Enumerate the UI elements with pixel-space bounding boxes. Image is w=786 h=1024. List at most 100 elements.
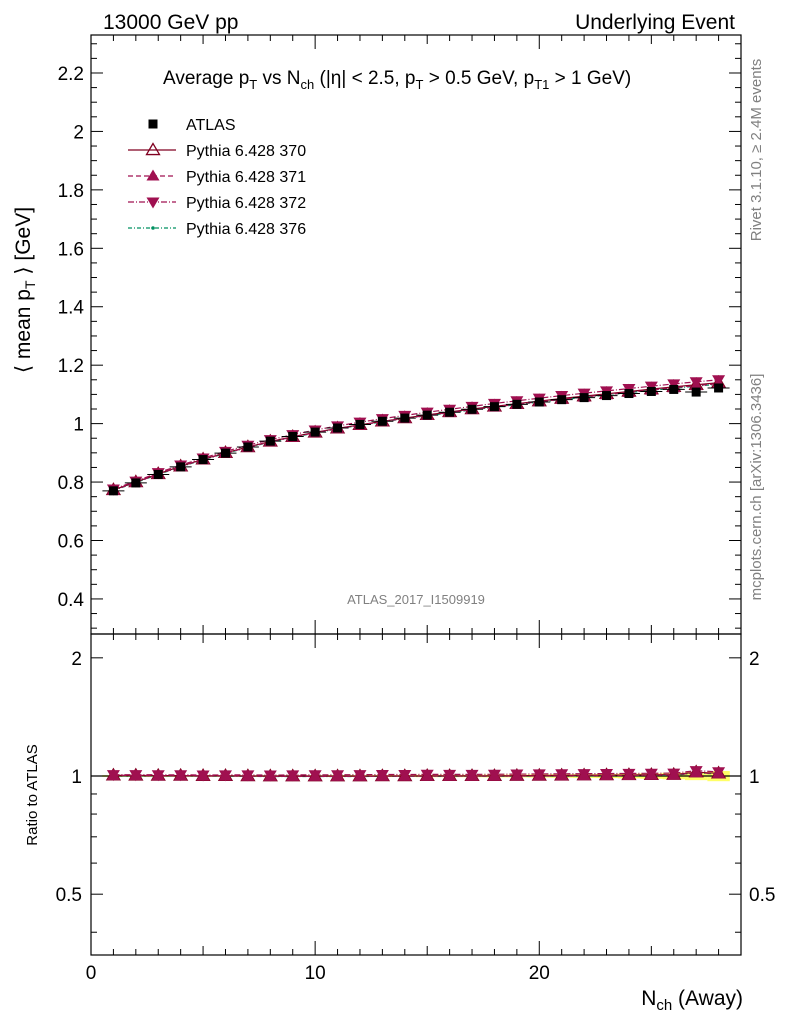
ratio-series-3 <box>106 766 726 782</box>
main-y-ticks: 0.4 0.6 0.8 1 1.2 1.4 1.6 1.8 2 2.2 <box>58 43 741 629</box>
data-point <box>108 486 118 496</box>
legend-item: Pythia 6.428 370 <box>128 142 306 160</box>
data-point <box>489 402 499 412</box>
main-panel: 0.4 0.6 0.8 1 1.2 1.4 1.6 1.8 2 2.2 Average pT vs… <box>12 34 742 635</box>
data-point <box>445 407 455 417</box>
main-y-tick-label: 2 <box>73 122 84 143</box>
rivet-label: Rivet 3.1.10, ≥ 2.4M events <box>748 59 765 242</box>
main-x-ticks <box>90 35 742 634</box>
ratio-point <box>218 770 232 782</box>
data-point <box>669 384 679 394</box>
ratio-point <box>174 770 188 782</box>
x-tick-label: 10 <box>305 963 326 984</box>
ratio-y-tick-label: 2 <box>71 649 82 670</box>
ratio-series-layer <box>105 764 727 782</box>
ratio-frame <box>90 633 742 956</box>
series-line <box>113 382 719 491</box>
data-point <box>667 379 681 391</box>
ratio-point <box>308 770 322 782</box>
ratio-point <box>532 769 546 781</box>
ratio-point <box>151 770 165 782</box>
ratio-y-tick-label-right: 1 <box>749 767 760 788</box>
legend: ATLAS Pythia 6.428 370 Pythia 6.428 371 Pyt… <box>128 117 306 238</box>
main-y-tick-label: 1.4 <box>58 298 85 319</box>
data-point <box>714 383 724 393</box>
main-y-tick-label: 1.8 <box>58 181 84 202</box>
data-point <box>422 410 432 420</box>
data-point <box>198 455 208 465</box>
data-point <box>288 431 298 441</box>
x-tick-label: 0 <box>86 963 97 984</box>
data-point <box>220 448 230 458</box>
data-point <box>310 427 320 437</box>
series-line <box>113 379 719 490</box>
main-y-tick-label: 1 <box>73 415 84 436</box>
ratio-point <box>622 768 636 780</box>
legend-label: Pythia 6.428 371 <box>186 169 306 186</box>
data-point <box>579 393 589 403</box>
main-y-tick-label: 1.2 <box>58 356 84 377</box>
ratio-point <box>375 769 389 781</box>
main-title: Average pT vs Nch (|η| < 2.5, pT > 0.5 G… <box>163 68 631 92</box>
legend-marker <box>146 169 160 181</box>
data-point <box>557 395 567 405</box>
ratio-point <box>443 769 457 781</box>
data-point <box>400 413 410 423</box>
ratio-point <box>286 770 300 782</box>
main-y-axis-label: ⟨ mean pT ⟩ [GeV] <box>12 207 38 373</box>
data-point <box>712 375 726 387</box>
ratio-line <box>113 770 719 776</box>
data-point <box>689 377 703 389</box>
legend-label: Pythia 6.428 376 <box>186 221 306 238</box>
legend-marker <box>145 142 161 156</box>
legend-marker <box>151 226 155 230</box>
ratio-point <box>577 769 591 781</box>
data-point <box>467 404 477 414</box>
ratio-point <box>263 770 277 782</box>
series-line <box>113 382 719 491</box>
ratio-y-axis-label: Ratio to ATLAS <box>24 744 41 845</box>
ratio-point <box>555 769 569 781</box>
data-point <box>355 419 365 429</box>
ratio-point <box>510 769 524 781</box>
data-point <box>265 436 275 446</box>
data-point <box>534 397 544 407</box>
data-point <box>131 478 141 488</box>
ratio-point <box>644 768 658 780</box>
legend-marker <box>146 197 160 209</box>
data-point <box>624 389 634 399</box>
data-point <box>646 386 656 396</box>
series-line <box>113 383 719 492</box>
ratio-panel: 0.5 0.5 1 1 2 2 0 10 20 Ratio to ATLAS Nch (Awa… <box>24 633 775 1014</box>
ratio-point <box>331 770 345 782</box>
legend-marker <box>148 119 158 129</box>
ratio-point <box>487 769 501 781</box>
ratio-line <box>113 772 719 777</box>
ratio-point <box>712 767 726 779</box>
series-0 <box>102 383 730 496</box>
ratio-point <box>667 768 681 780</box>
legend-item: ATLAS <box>148 117 236 134</box>
main-series-layer <box>102 374 730 496</box>
ratio-point <box>600 768 614 781</box>
mcplots-label: mcplots.cern.ch [arXiv:1306.3436] <box>748 374 765 601</box>
data-point <box>602 391 612 401</box>
data-point <box>243 442 253 452</box>
ratio-point <box>129 770 143 782</box>
ratio-y-tick-label: 1 <box>71 767 82 788</box>
x-axis-label: Nch (Away) <box>641 987 743 1014</box>
ratio-point <box>420 769 434 781</box>
series-4 <box>111 382 721 493</box>
legend-label: ATLAS <box>186 117 236 134</box>
ratio-point <box>398 769 412 782</box>
legend-item: Pythia 6.428 376 <box>128 221 306 238</box>
watermark: ATLAS_2017_I1509919 <box>347 592 485 607</box>
data-point <box>333 423 343 433</box>
ratio-point <box>465 769 479 781</box>
legend-label: Pythia 6.428 372 <box>186 195 306 212</box>
ratio-point <box>196 770 210 782</box>
main-y-tick-label: 1.6 <box>58 239 84 260</box>
legend-label: Pythia 6.428 370 <box>186 143 306 160</box>
ratio-x-ticks: 0 10 20 <box>86 634 742 984</box>
